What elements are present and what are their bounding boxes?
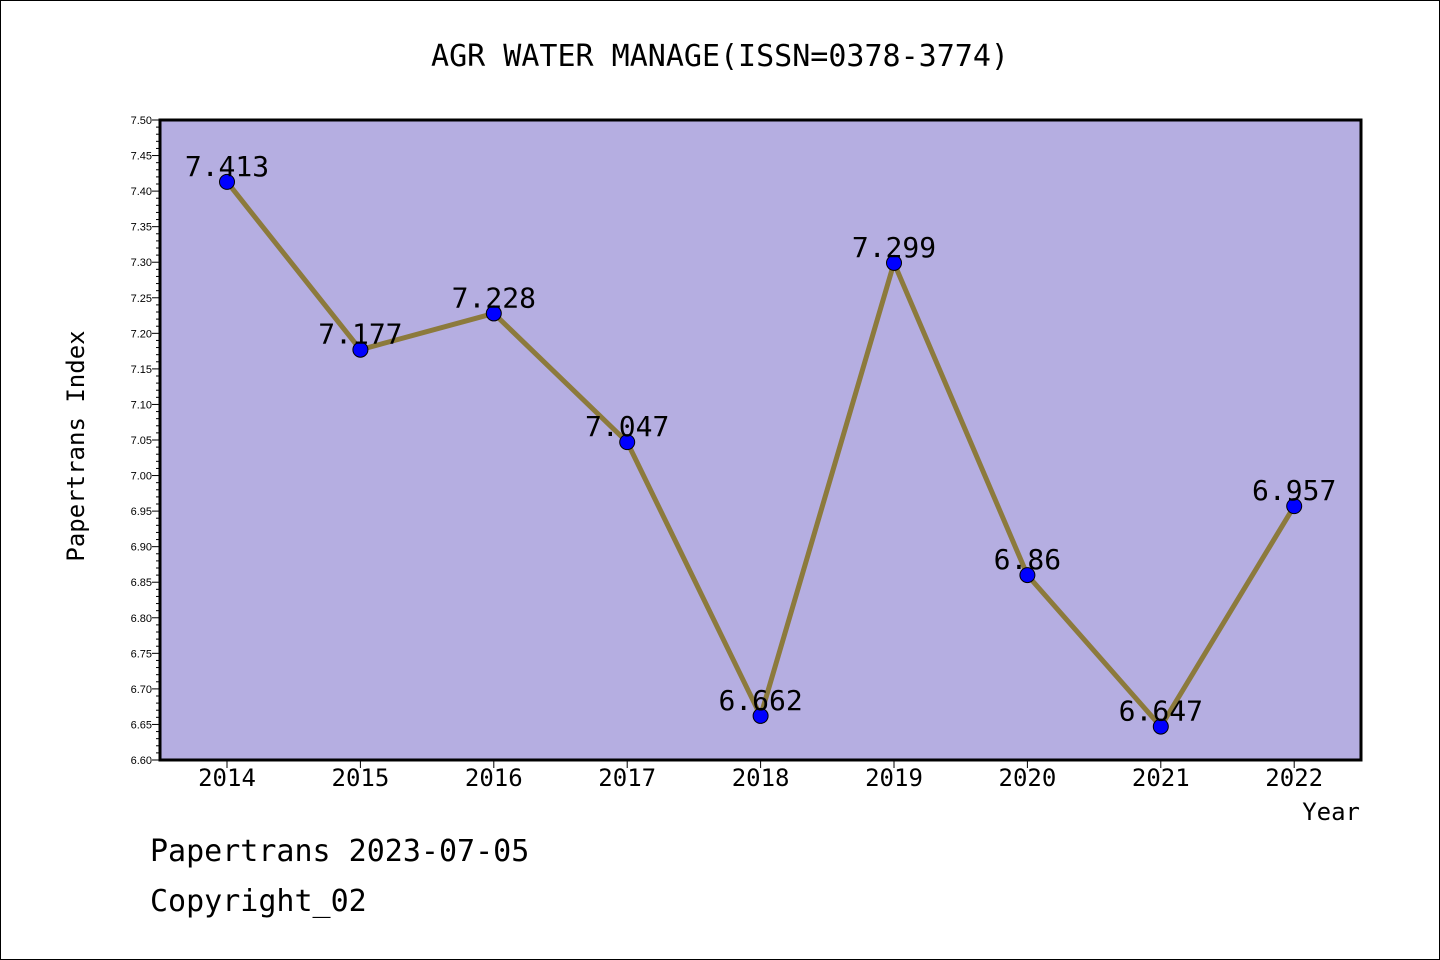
x-tick-label: 2017 xyxy=(598,764,656,792)
y-tick-label: 7.30 xyxy=(131,257,152,269)
x-tick-label: 2015 xyxy=(332,764,390,792)
y-tick-label: 7.15 xyxy=(131,364,152,376)
y-tick-label: 7.10 xyxy=(131,399,152,411)
y-tick-label: 7.00 xyxy=(131,471,152,483)
x-tick-label: 2022 xyxy=(1265,764,1323,792)
data-label: 7.228 xyxy=(452,281,536,314)
x-tick-label: 2020 xyxy=(999,764,1057,792)
y-tick-label: 7.50 xyxy=(131,115,152,127)
y-axis-label: Papertrans Index xyxy=(62,330,90,561)
data-label: 6.957 xyxy=(1252,474,1336,507)
x-tick-label: 2014 xyxy=(198,764,256,792)
y-tick-label: 6.65 xyxy=(131,719,152,731)
data-labels: 7.413 7.177 7.228 7.047 6.662 7.299 6.86 6.647 6… xyxy=(185,150,1336,728)
data-label: 6.662 xyxy=(718,684,802,717)
x-axis: 2014 2015 2016 2017 2018 2019 2020 2021 2022 xyxy=(198,760,1323,792)
x-tick-label: 2019 xyxy=(865,764,923,792)
footer-date: Papertrans 2023-07-05 xyxy=(150,834,530,869)
data-label: 6.647 xyxy=(1119,695,1203,728)
data-label: 6.86 xyxy=(994,543,1061,576)
data-markers xyxy=(219,173,1303,735)
data-point xyxy=(752,707,769,724)
data-point xyxy=(219,173,235,190)
data-point xyxy=(352,341,369,358)
y-axis: 6.60 6.65 6.70 6.75 6.80 6.85 6.90 6.95 7.00 7.05… xyxy=(131,115,152,767)
chart-title: AGR WATER MANAGE(ISSN=0378-3774) xyxy=(431,39,1009,74)
y-tick-label: 6.80 xyxy=(131,613,152,625)
y-tick-label: 6.75 xyxy=(131,648,152,660)
data-point xyxy=(485,305,502,322)
y-tick-label: 7.25 xyxy=(131,293,152,305)
plot-border xyxy=(158,118,1363,762)
x-axis-label: Year xyxy=(1302,798,1360,826)
y-tick-label: 6.95 xyxy=(131,506,152,518)
data-label: 7.177 xyxy=(318,318,402,351)
data-point xyxy=(1286,498,1303,515)
data-label: 7.299 xyxy=(852,231,936,264)
data-label: 7.047 xyxy=(585,410,669,443)
data-point xyxy=(1152,718,1169,735)
y-tick-label: 7.45 xyxy=(131,151,152,163)
data-point xyxy=(886,254,902,271)
data-label: 7.413 xyxy=(185,150,269,183)
x-tick-label: 2018 xyxy=(732,764,790,792)
y-tick-label: 6.60 xyxy=(131,755,152,767)
y-tick-label: 6.70 xyxy=(131,684,152,696)
y-tick-label: 7.35 xyxy=(131,222,152,234)
y-tick-label: 7.40 xyxy=(131,186,152,198)
data-point xyxy=(619,434,636,451)
y-tick-label: 7.05 xyxy=(131,435,152,447)
plot-area xyxy=(160,120,1361,760)
x-tick-label: 2021 xyxy=(1132,764,1190,792)
data-point xyxy=(1019,567,1036,584)
footer-copyright: Copyright_02 xyxy=(150,884,367,919)
y-tick-label: 6.85 xyxy=(131,577,152,589)
y-tick-label: 6.90 xyxy=(131,542,152,554)
y-tick-label: 7.20 xyxy=(131,328,152,340)
x-tick-label: 2016 xyxy=(465,764,523,792)
